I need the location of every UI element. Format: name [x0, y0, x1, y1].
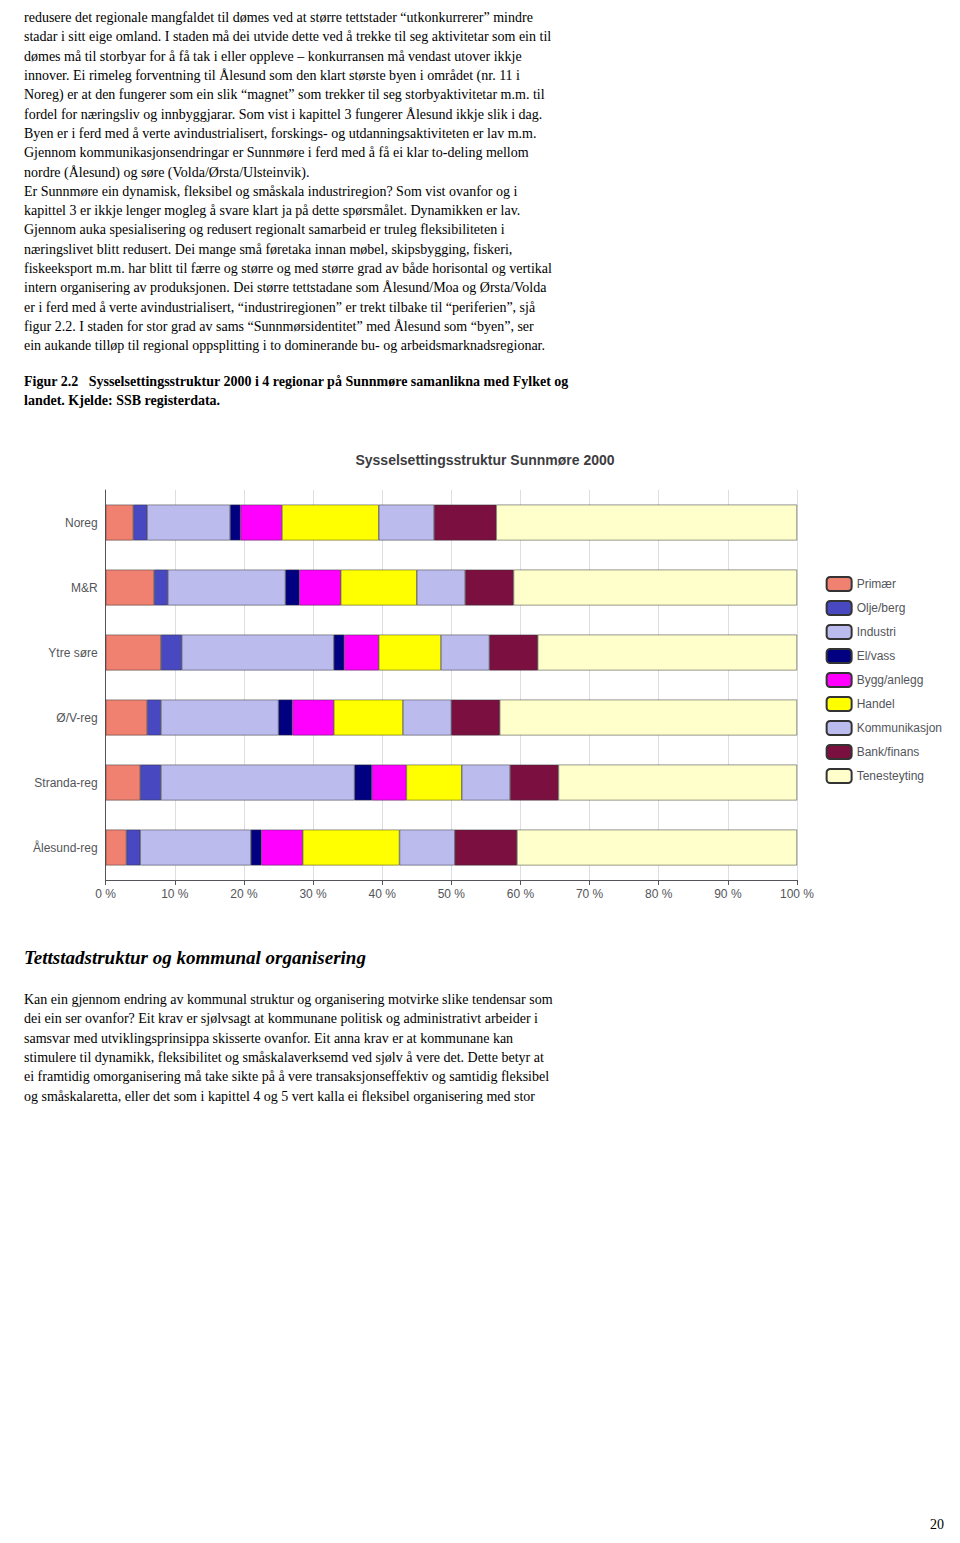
svg-text:50 %: 50 % [438, 887, 466, 901]
svg-text:10 %: 10 % [161, 887, 189, 901]
svg-text:Primær: Primær [857, 577, 896, 591]
svg-text:20 %: 20 % [230, 887, 258, 901]
svg-text:Tenesteyting: Tenesteyting [857, 769, 924, 783]
svg-text:70 %: 70 % [576, 887, 604, 901]
svg-text:30 %: 30 % [299, 887, 327, 901]
svg-text:Olje/berg: Olje/berg [857, 601, 906, 615]
svg-text:El/vass: El/vass [857, 649, 896, 663]
svg-text:Sysselsettingsstruktur Sunnmør: Sysselsettingsstruktur Sunnmøre 2000 [355, 452, 614, 468]
svg-text:Ytre søre: Ytre søre [48, 646, 98, 660]
svg-text:Noreg: Noreg [65, 516, 98, 530]
svg-text:Bank/finans: Bank/finans [857, 745, 920, 759]
html-text:Figur 2.2 Sysselsettingsstrukt: Figur 2.2 Sysselsettingsstruktur 2000 i … [24, 374, 569, 409]
svg-text:80 %: 80 % [645, 887, 673, 901]
html-text:Kan ein gjennom endring av kom: Kan ein gjennom endring av kommunal stru… [24, 992, 553, 1104]
svg-text:Industri: Industri [857, 625, 896, 639]
svg-text:M&R: M&R [71, 581, 98, 595]
svg-text:Handel: Handel [857, 697, 895, 711]
svg-text:100 %: 100 % [780, 887, 814, 901]
html-text:Tettstadstruktur og kommunal o: Tettstadstruktur og kommunal organiserin… [24, 947, 366, 968]
svg-text:40 %: 40 % [369, 887, 397, 901]
svg-text:90 %: 90 % [714, 887, 742, 901]
svg-text:Ø/V-reg: Ø/V-reg [56, 711, 97, 725]
svg-text:Ålesund-reg: Ålesund-reg [33, 840, 98, 855]
html-text:redusere det regionale mangfal: redusere det regionale mangfaldet til dø… [24, 10, 552, 354]
svg-text:0 %: 0 % [95, 887, 116, 901]
html-text:20: 20 [930, 1517, 944, 1532]
svg-text:Stranda-reg: Stranda-reg [34, 776, 97, 790]
svg-text:Bygg/anlegg: Bygg/anlegg [857, 673, 924, 687]
svg-text:Kommunikasjon: Kommunikasjon [857, 721, 942, 735]
svg-text:60 %: 60 % [507, 887, 535, 901]
